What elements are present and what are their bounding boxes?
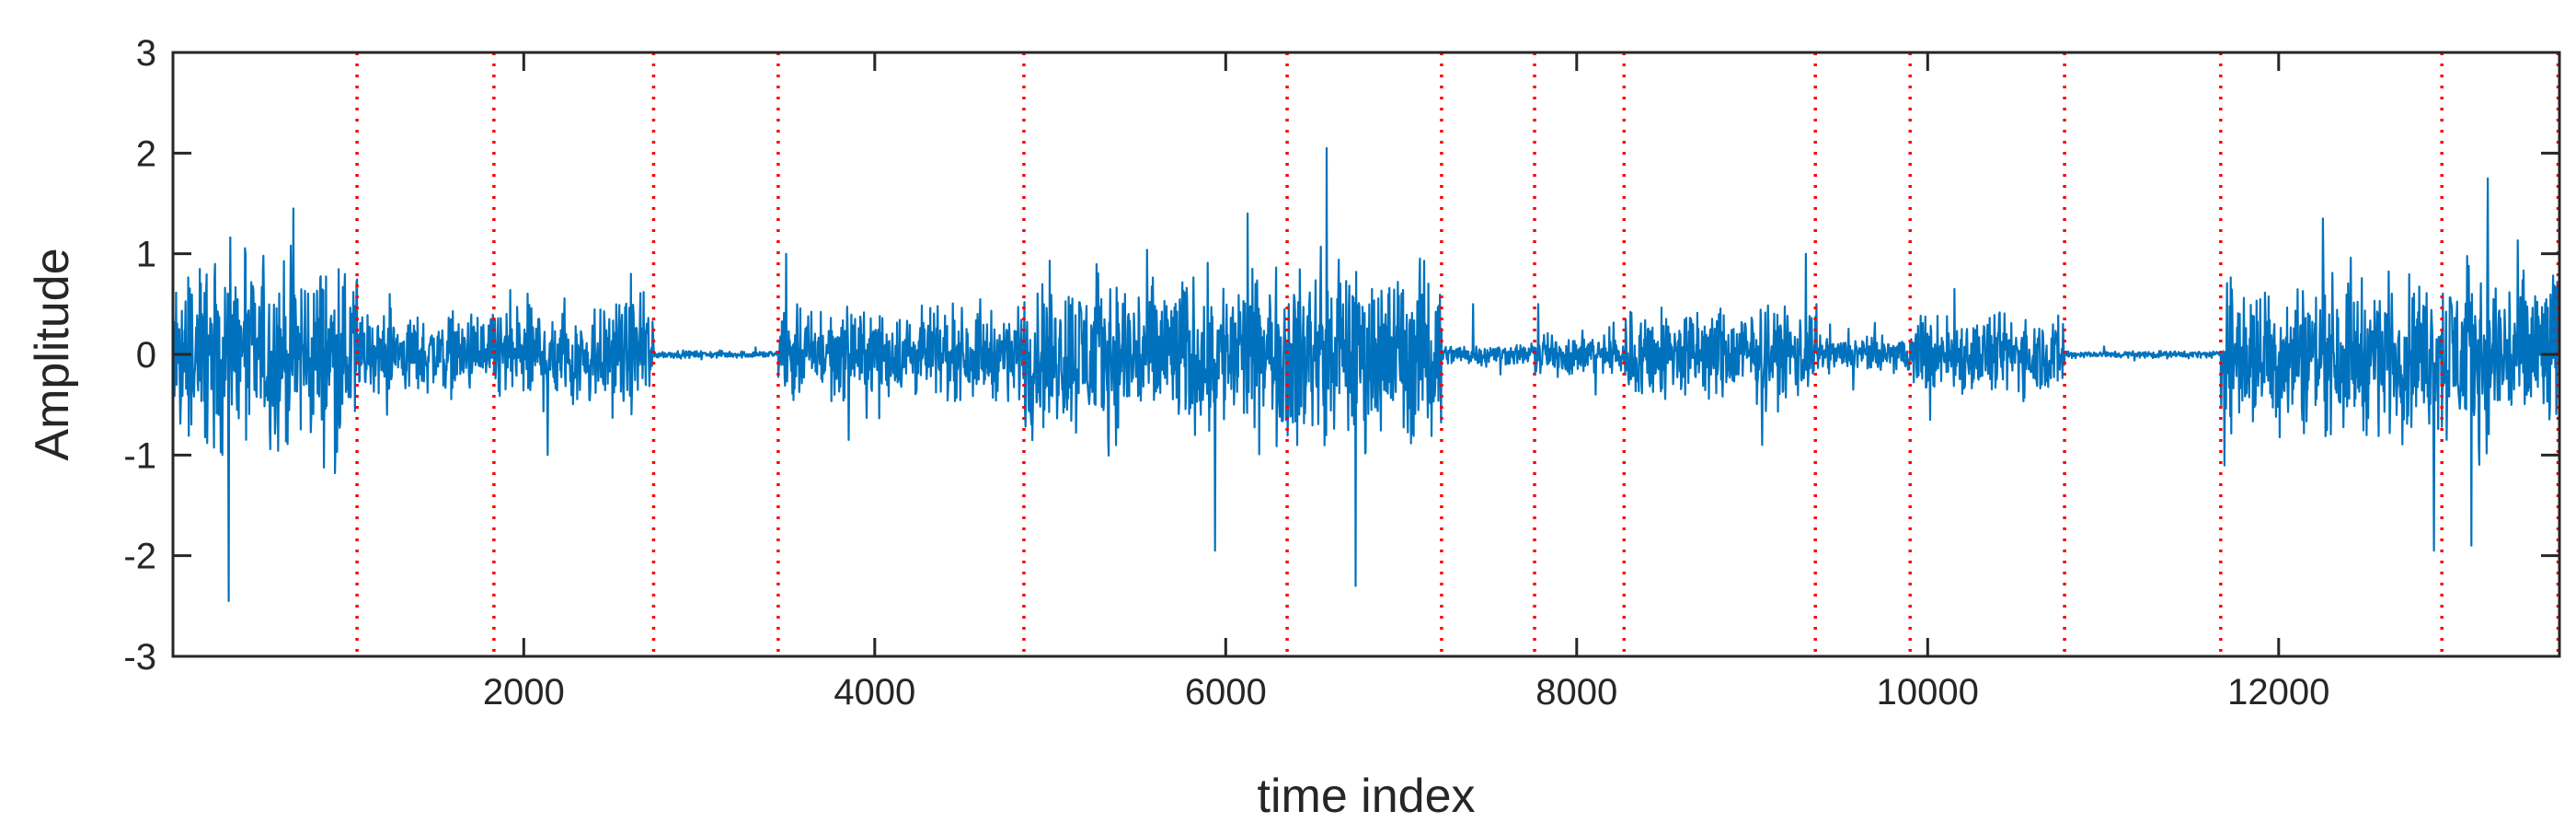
y-tick-label: -3 xyxy=(123,637,156,678)
y-axis-label: Amplitude xyxy=(26,248,79,460)
y-tick-label: 2 xyxy=(136,133,156,174)
y-tick-label: -2 xyxy=(123,537,156,577)
y-tick-label: 3 xyxy=(136,33,156,74)
signal-layer xyxy=(171,146,2561,602)
x-tick-label: 6000 xyxy=(1185,672,1267,712)
y-tick-label: 0 xyxy=(136,335,156,376)
boundary-layer xyxy=(355,52,2560,656)
y-tick-label: 1 xyxy=(136,235,156,275)
x-axis-label: time index xyxy=(1258,770,1476,823)
x-tick-label: 12000 xyxy=(2227,672,2329,712)
x-tick-label: 2000 xyxy=(483,672,565,712)
x-tick-label: 10000 xyxy=(1877,672,1979,712)
x-tick-label: 4000 xyxy=(834,672,915,712)
ticks-layer: 2000 4000 6000 8000 10000 12000 -3 -2 -1 0 1 2 3 xyxy=(123,33,2559,712)
y-tick-label: -1 xyxy=(123,435,156,476)
x-tick-label: 8000 xyxy=(1535,672,1617,712)
signal-series-line xyxy=(171,146,2561,602)
